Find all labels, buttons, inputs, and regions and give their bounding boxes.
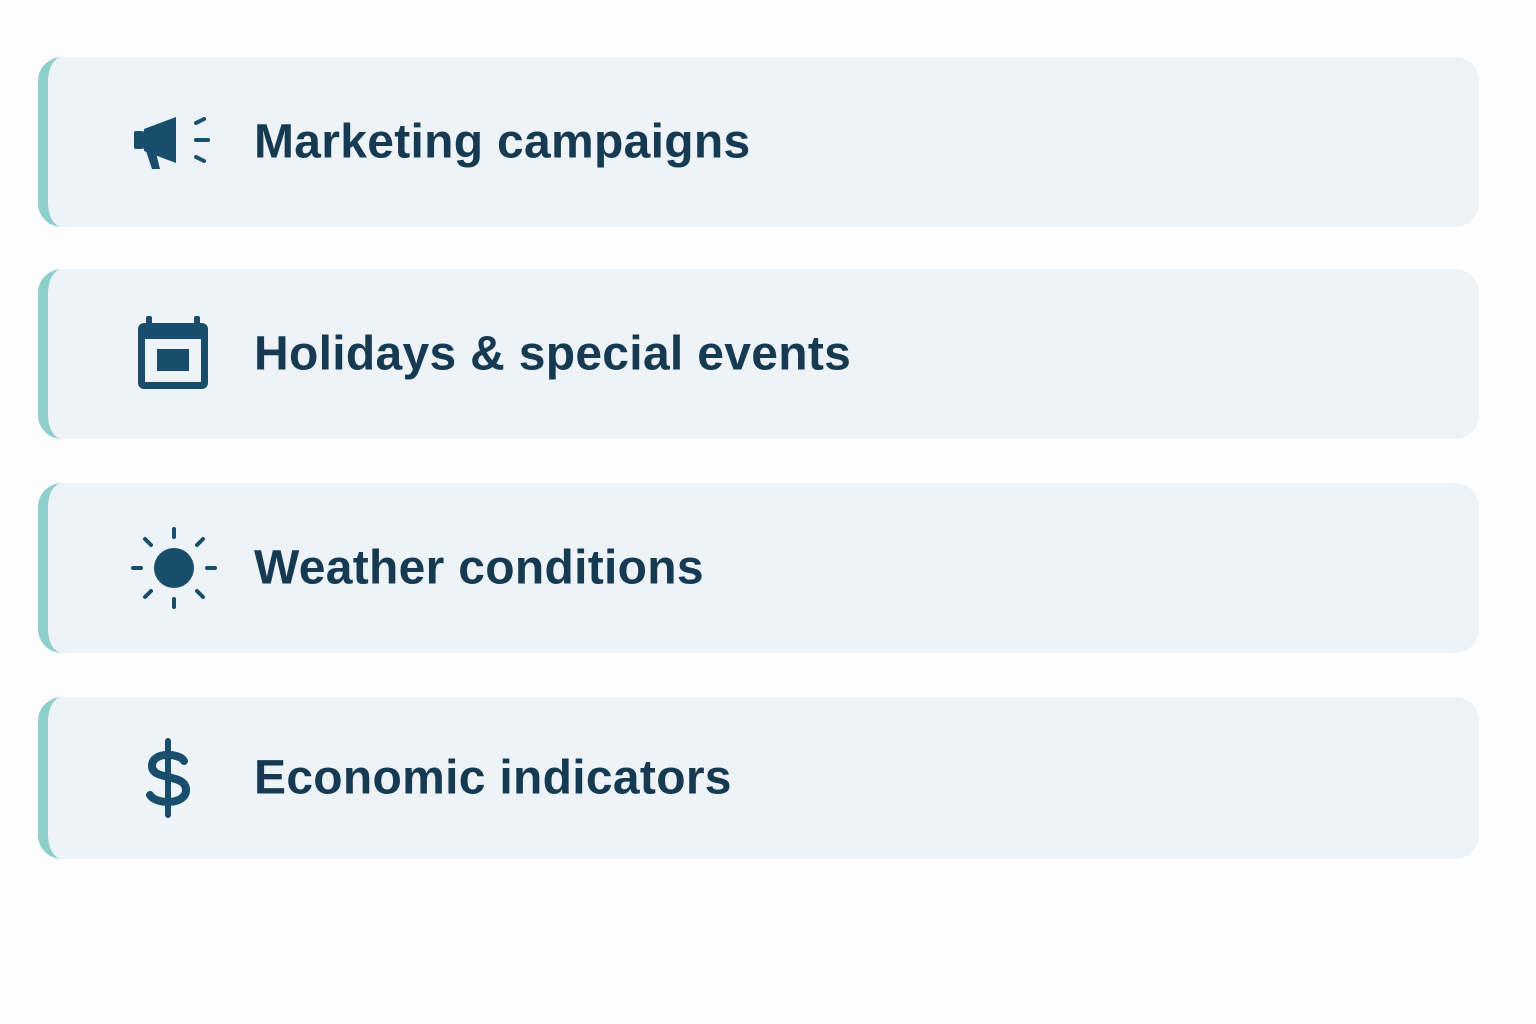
factor-label: Marketing campaigns [254,115,751,169]
calendar-icon [138,316,208,389]
factor-card: Weather conditions [38,483,1479,653]
sun-icon [131,527,217,609]
factor-card: Holidays & special events [38,269,1479,439]
dollar-icon [146,738,191,818]
factor-card: Marketing campaigns [38,57,1479,227]
factor-card: Economic indicators [38,697,1479,859]
factor-label: Weather conditions [254,541,704,595]
megaphone-icon [134,117,210,169]
factor-label: Economic indicators [254,751,732,805]
factor-label: Holidays & special events [254,327,852,381]
